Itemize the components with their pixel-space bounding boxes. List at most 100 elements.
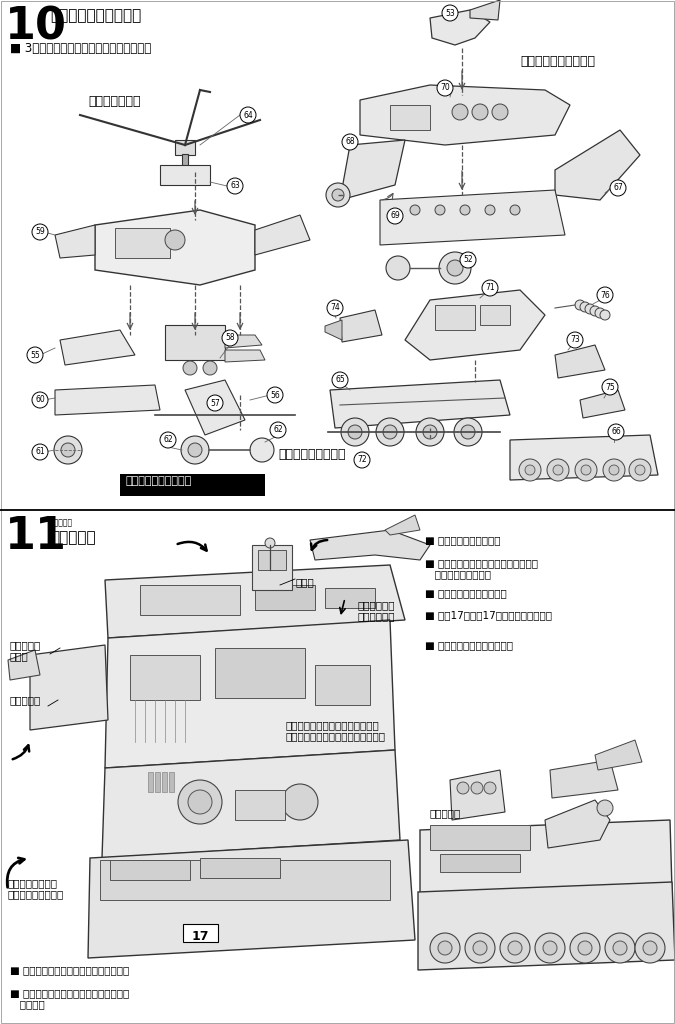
Circle shape <box>471 782 483 794</box>
Polygon shape <box>325 319 342 340</box>
Circle shape <box>597 800 613 816</box>
Circle shape <box>207 395 223 411</box>
Text: カタパルト: カタパルト <box>430 808 461 818</box>
Circle shape <box>341 418 369 446</box>
Circle shape <box>613 941 627 955</box>
Circle shape <box>240 106 256 123</box>
Polygon shape <box>380 190 565 245</box>
Circle shape <box>27 347 43 362</box>
Text: あそびかた: あそびかた <box>50 518 73 527</box>
Circle shape <box>32 392 48 408</box>
Bar <box>315 665 370 705</box>
Circle shape <box>387 208 403 224</box>
Text: 57: 57 <box>210 398 220 408</box>
Polygon shape <box>550 760 618 798</box>
Circle shape <box>457 782 469 794</box>
Circle shape <box>473 941 487 955</box>
Text: 74: 74 <box>330 303 340 312</box>
Bar <box>258 550 286 570</box>
Polygon shape <box>255 215 310 255</box>
Text: 〈シグコンジェット〉: 〈シグコンジェット〉 <box>520 55 595 68</box>
Text: 63: 63 <box>230 181 240 190</box>
Circle shape <box>342 134 358 150</box>
Circle shape <box>188 790 212 814</box>
Text: 55: 55 <box>30 350 40 359</box>
Bar <box>252 545 292 590</box>
Polygon shape <box>545 800 610 848</box>
Circle shape <box>578 941 592 955</box>
Polygon shape <box>340 140 405 200</box>
Polygon shape <box>105 565 405 638</box>
Text: 58: 58 <box>225 334 235 342</box>
Text: ステッカー: ステッカー <box>10 695 41 705</box>
Circle shape <box>282 784 318 820</box>
Text: 71: 71 <box>485 284 495 293</box>
Circle shape <box>580 302 590 312</box>
Polygon shape <box>8 650 40 680</box>
Circle shape <box>600 310 610 319</box>
Text: 69: 69 <box>390 212 400 220</box>
Polygon shape <box>225 335 262 348</box>
Text: 70: 70 <box>440 84 450 92</box>
Bar <box>100 860 390 900</box>
Bar <box>115 228 170 258</box>
Circle shape <box>484 782 496 794</box>
Circle shape <box>519 459 541 481</box>
Text: カタパルトを開け司令塔を前にた
おすと、カタパルトが止まります。: カタパルトを開け司令塔を前にた おすと、カタパルトが止まります。 <box>285 720 385 741</box>
Bar <box>130 655 200 700</box>
Circle shape <box>183 361 197 375</box>
Circle shape <box>553 465 563 475</box>
Bar <box>235 790 285 820</box>
Polygon shape <box>30 645 108 730</box>
Bar <box>430 825 530 850</box>
Text: 59: 59 <box>35 227 45 237</box>
Polygon shape <box>225 350 265 362</box>
Text: 72: 72 <box>357 456 367 465</box>
Polygon shape <box>105 620 395 768</box>
Circle shape <box>442 5 458 22</box>
Polygon shape <box>580 390 625 418</box>
Text: 76: 76 <box>600 291 610 299</box>
Text: 司令塔: 司令塔 <box>295 577 314 587</box>
Circle shape <box>629 459 651 481</box>
Polygon shape <box>420 820 672 902</box>
Bar <box>155 772 160 792</box>
Text: 53: 53 <box>445 8 455 17</box>
Text: 11: 11 <box>5 515 67 558</box>
Circle shape <box>270 422 286 438</box>
Polygon shape <box>310 530 430 560</box>
Polygon shape <box>510 435 658 480</box>
Polygon shape <box>60 330 135 365</box>
Circle shape <box>535 933 565 963</box>
Circle shape <box>547 459 569 481</box>
Circle shape <box>635 465 645 475</box>
Text: 66: 66 <box>611 427 621 436</box>
Polygon shape <box>330 380 510 428</box>
Circle shape <box>454 418 482 446</box>
Text: ■ カタパルトから、マシンを発射させ
   ることができます。: ■ カタパルトから、マシンを発射させ ることができます。 <box>425 558 538 580</box>
Circle shape <box>581 465 591 475</box>
Circle shape <box>575 459 597 481</box>
Circle shape <box>492 104 508 120</box>
Text: 《マシンの組み立て》: 《マシンの組み立て》 <box>50 8 141 23</box>
Text: ステッカー
（黄）: ステッカー （黄） <box>10 640 41 662</box>
Polygon shape <box>405 290 545 360</box>
Text: ■ スイッチを入れて走らせてください。: ■ スイッチを入れて走らせてください。 <box>10 965 129 975</box>
Polygon shape <box>430 10 490 45</box>
Circle shape <box>605 933 635 963</box>
Text: ■ 頭部が飛び出します。: ■ 頭部が飛び出します。 <box>425 535 500 545</box>
Text: 52: 52 <box>463 256 472 264</box>
Bar <box>169 772 174 792</box>
Polygon shape <box>360 85 570 145</box>
Circle shape <box>332 372 348 388</box>
Circle shape <box>610 180 626 196</box>
Circle shape <box>203 361 217 375</box>
Text: 頭部を半回転させ
ると飛び出します。: 頭部を半回転させ ると飛び出します。 <box>8 878 64 900</box>
Text: 〈遊び方〉: 〈遊び方〉 <box>50 530 96 545</box>
Circle shape <box>178 780 222 824</box>
Circle shape <box>32 444 48 460</box>
Bar <box>325 588 375 608</box>
Text: 〈シグコンタンク〉: 〈シグコンタンク〉 <box>278 449 346 461</box>
Circle shape <box>423 425 437 439</box>
Circle shape <box>447 260 463 276</box>
